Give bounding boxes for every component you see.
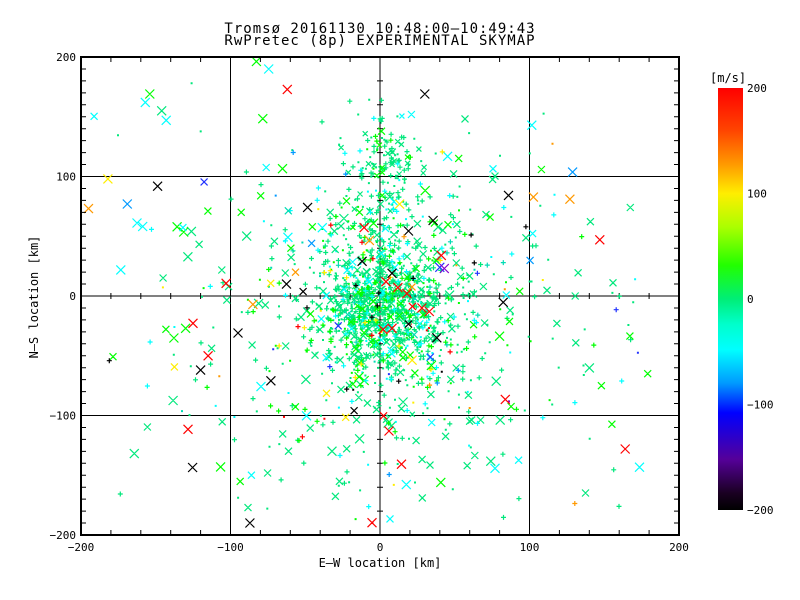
tick-label: −200 [68,541,95,554]
tick-label: 200 [669,541,689,554]
tick-label: 100 [747,188,767,201]
tick-label: 0 [69,290,76,303]
tick-label: −100 [50,410,77,423]
tick-label: 200 [56,51,76,64]
x-axis-label: E–W location [km] [318,556,442,570]
plot-title-line2: RwPretec (8p) EXPERIMENTAL SKYMAP [224,33,536,49]
tick-label: 100 [56,171,76,184]
plot-title-line1: Tromsø 20161130 10:48:00–10:49:43 [224,21,536,37]
tick-label: −100 [217,541,244,554]
tick-label: 0 [747,293,754,306]
tick-label: −200 [50,529,77,542]
tick-label: −100 [747,399,774,412]
y-axis-label: N–S location [km] [27,235,41,359]
colorbar-unit-label: [m/s] [710,71,747,85]
tick-label: 200 [747,82,767,95]
tick-label: 0 [377,541,384,554]
tick-label: 100 [520,541,540,554]
plot-title: Tromsø 20161130 10:48:00–10:49:43 RwPret… [81,21,679,49]
tick-label: −200 [747,504,774,517]
colorbar [718,88,743,510]
